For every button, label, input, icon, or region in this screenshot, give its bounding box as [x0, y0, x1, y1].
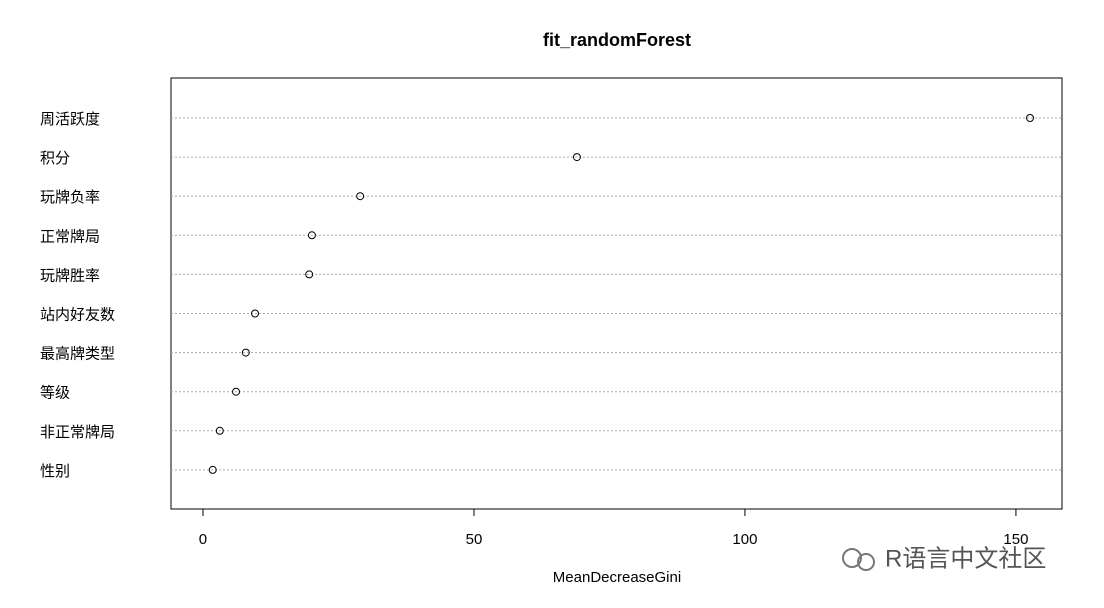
dot — [208, 465, 217, 474]
x-tick-label: 50 — [466, 531, 483, 548]
dot — [356, 192, 365, 201]
y-tick-label: 非正常牌局 — [40, 424, 115, 441]
watermark: R语言中文社区 — [885, 545, 1046, 572]
x-tick-label: 0 — [199, 531, 207, 548]
y-tick-label: 积分 — [40, 150, 70, 167]
dot — [215, 426, 224, 435]
x-axis-label: MeanDecreaseGini — [553, 569, 681, 586]
x-tick-label: 150 — [1003, 531, 1028, 548]
y-tick-label: 最高牌类型 — [40, 346, 115, 363]
y-tick-label: 正常牌局 — [40, 228, 100, 245]
dot — [572, 153, 581, 162]
y-tick-label: 站内好友数 — [40, 306, 115, 323]
dot — [241, 348, 250, 357]
y-tick-label: 性别 — [40, 463, 70, 480]
y-tick-label: 周活跃度 — [40, 111, 100, 128]
dot — [307, 231, 316, 240]
chart-title: fit_randomForest — [543, 30, 691, 50]
x-tick-label: 100 — [732, 531, 757, 548]
y-tick-label: 等级 — [40, 384, 70, 402]
dot — [305, 270, 314, 279]
plot-box — [170, 77, 1063, 510]
y-tick-label: 玩牌负率 — [40, 189, 100, 206]
dot — [251, 309, 260, 318]
watermark-icon — [842, 548, 875, 571]
dot — [1026, 114, 1035, 122]
dot — [232, 387, 241, 396]
y-tick-label: 玩牌胜率 — [40, 267, 100, 284]
